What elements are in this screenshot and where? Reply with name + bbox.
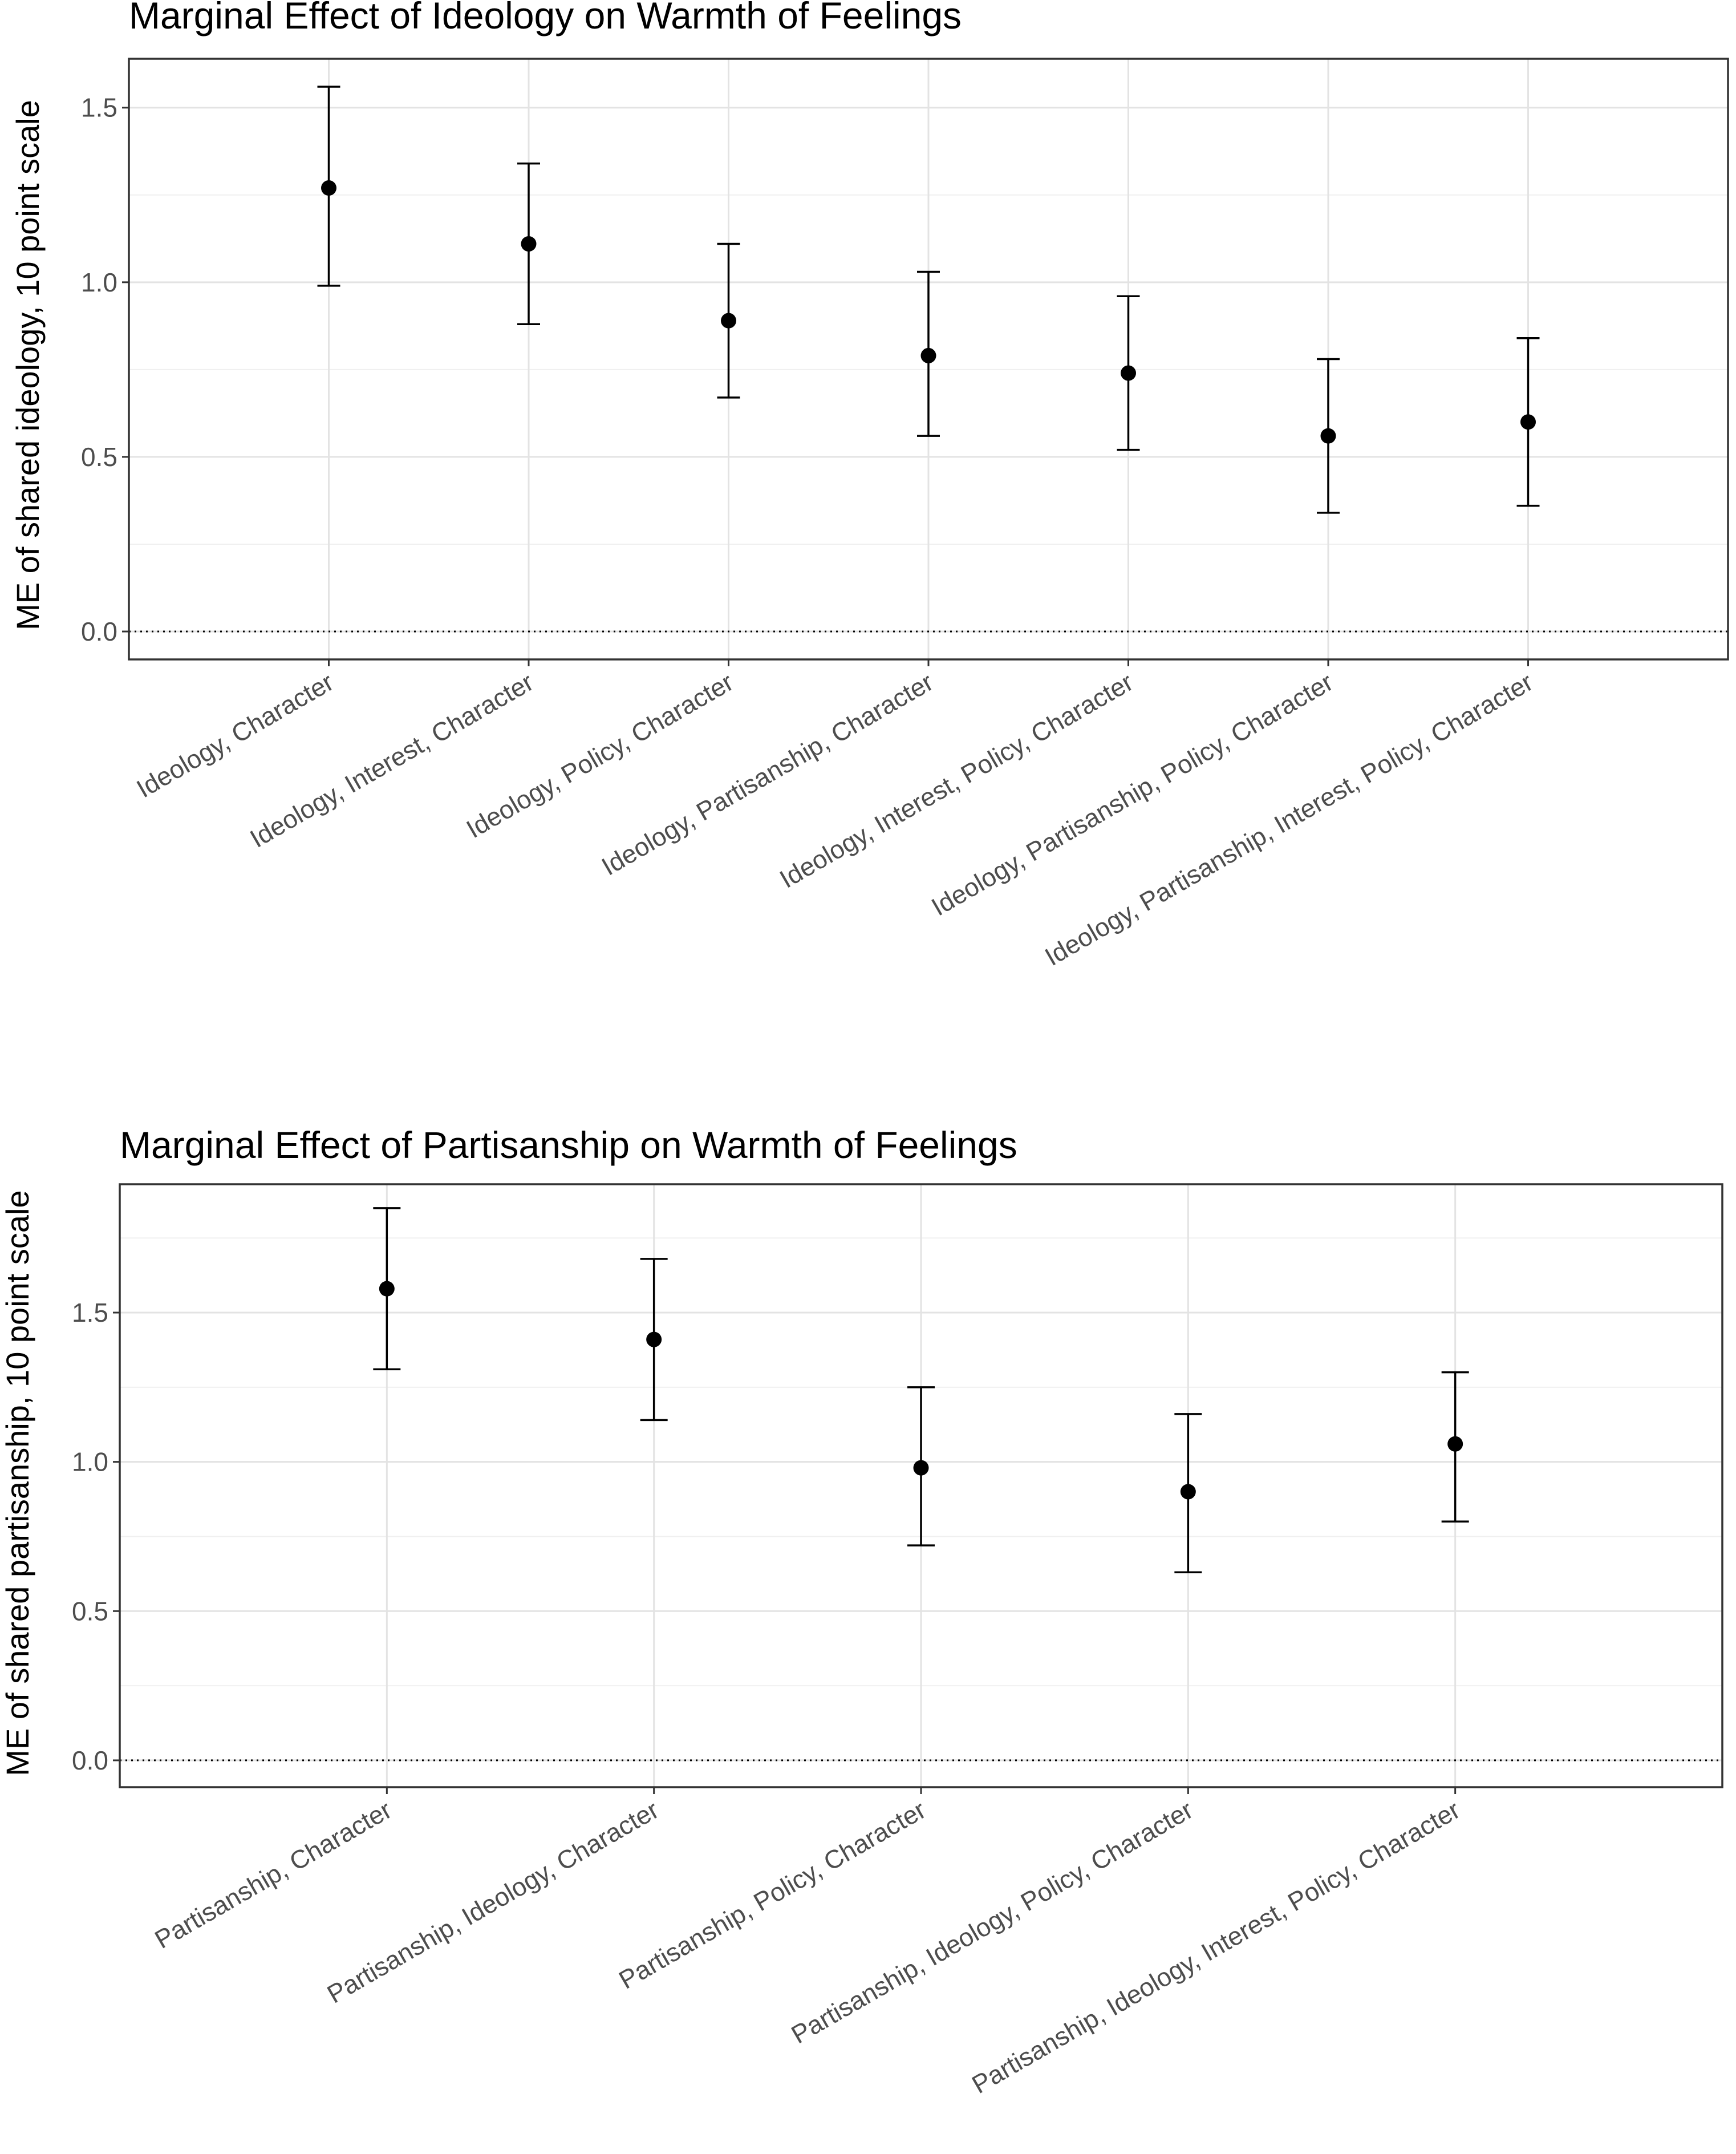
y-tick-label: 0.5 [72, 1596, 108, 1626]
data-point [1320, 428, 1336, 444]
y-tick-label: 0.0 [81, 617, 117, 646]
x-category-label: Partisanship, Ideology, Interest, Policy… [967, 1795, 1465, 2099]
data-point [646, 1331, 662, 1347]
x-category-label: Ideology, Partisanship, Character [597, 667, 938, 881]
x-category-label: Partisanship, Character [150, 1795, 397, 1954]
x-category-label: Ideology, Partisanship, Policy, Characte… [926, 667, 1338, 921]
partisanship-chart: 0.0 0.5 1.0 1.5 Partisanship, Character Parti… [0, 1124, 1723, 2099]
x-category-label: Ideology, Character [132, 667, 339, 803]
y-tick-label: 1.0 [72, 1447, 108, 1477]
y-tick-label: 1.5 [81, 93, 117, 123]
y-tick-label: 1.0 [81, 268, 117, 297]
y-axis-label: ME of shared ideology, 10 point scale [10, 100, 46, 630]
data-point [721, 313, 736, 329]
y-tick-label: 0.0 [72, 1746, 108, 1775]
y-tick-label: 0.5 [81, 442, 117, 472]
data-point [913, 1460, 929, 1476]
x-category-label: Partisanship, Policy, Character [614, 1795, 931, 1994]
y-axis-label: ME of shared partisanship, 10 point scal… [0, 1190, 35, 1776]
data-point [1121, 365, 1136, 381]
chart-title: Marginal Effect of Partisanship on Warmt… [120, 1124, 1017, 1166]
x-category-label: Ideology, Interest, Policy, Character [774, 667, 1138, 893]
data-point [379, 1281, 395, 1297]
data-point [521, 236, 537, 252]
data-point [1520, 414, 1536, 430]
x-category-label: Partisanship, Ideology, Policy, Characte… [786, 1795, 1198, 2049]
data-point [1180, 1484, 1196, 1500]
y-tick-label: 1.5 [72, 1298, 108, 1327]
data-point [1447, 1436, 1463, 1452]
chart-title: Marginal Effect of Ideology on Warmth of… [129, 0, 962, 37]
ideology-chart: 0.0 0.5 1.0 1.5 Ideology, Character Ideology,… [10, 0, 1729, 971]
data-point [920, 347, 936, 363]
data-point [321, 180, 336, 196]
